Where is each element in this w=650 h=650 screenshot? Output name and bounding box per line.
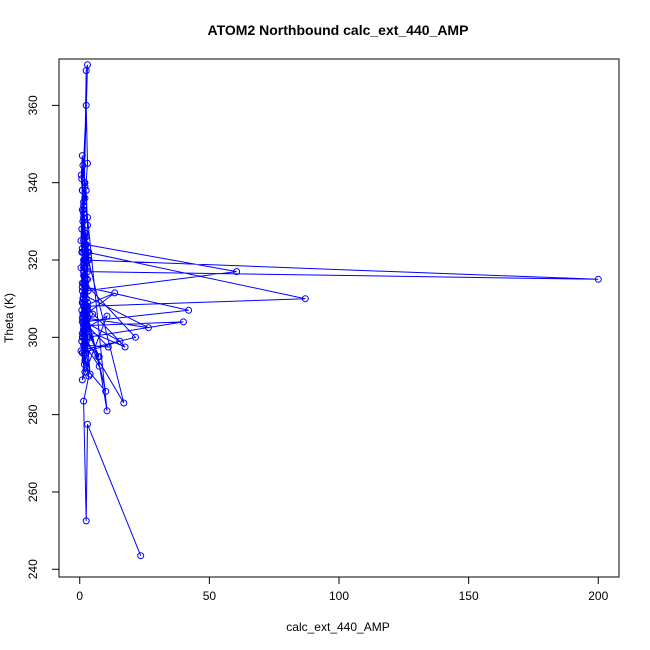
- data-point: [95, 353, 103, 361]
- data-point: [103, 407, 111, 415]
- data-point: [82, 186, 90, 194]
- data-point: [81, 279, 89, 287]
- data-point: [82, 67, 90, 75]
- x-tick-label: 50: [203, 589, 217, 603]
- data-point: [80, 260, 88, 268]
- data-point: [80, 295, 88, 303]
- data-point: [104, 343, 112, 351]
- y-tick-label: 280: [26, 404, 40, 424]
- data-point: [81, 287, 89, 295]
- data-point: [84, 322, 91, 330]
- data-point: [78, 349, 86, 357]
- data-point: [82, 517, 90, 525]
- data-point: [137, 552, 145, 560]
- data-point: [233, 268, 241, 276]
- data-point: [77, 347, 85, 355]
- data-point: [95, 362, 103, 370]
- data-point: [80, 326, 88, 334]
- y-tick-label: 320: [26, 250, 40, 270]
- data-point: [77, 237, 85, 245]
- data-point: [179, 318, 187, 326]
- data-point: [82, 306, 90, 314]
- data-point: [81, 357, 89, 364]
- data-point: [84, 248, 91, 256]
- data-point: [79, 161, 87, 169]
- data-point: [80, 256, 88, 264]
- data-point: [80, 291, 88, 299]
- data-point: [80, 179, 88, 187]
- data-point: [80, 210, 88, 218]
- data-point: [89, 310, 97, 318]
- data-point: [81, 229, 89, 237]
- data-point: [132, 333, 139, 341]
- data-point: [84, 299, 91, 306]
- chart-title: ATOM2 Northbound calc_ext_440_AMP: [208, 22, 469, 38]
- data-point: [81, 194, 89, 202]
- data-point: [102, 387, 110, 395]
- data-point: [144, 324, 152, 332]
- data-point: [78, 186, 86, 194]
- data-point: [80, 318, 88, 326]
- x-axis-label: calc_ext_440_AMP: [286, 620, 389, 634]
- data-point: [301, 295, 309, 303]
- data-point: [85, 372, 93, 380]
- y-axis-label: Theta (K): [2, 293, 16, 343]
- data-point: [79, 217, 87, 225]
- data-point: [111, 289, 119, 297]
- data-point: [78, 376, 86, 384]
- y-tick-label: 260: [26, 482, 40, 502]
- series-group: [77, 61, 602, 560]
- x-tick-label: 100: [329, 589, 349, 603]
- data-point: [77, 171, 85, 179]
- data-point: [78, 337, 86, 345]
- data-point: [78, 279, 86, 287]
- y-tick-label: 240: [26, 559, 40, 579]
- data-point: [84, 214, 91, 221]
- data-point: [81, 368, 89, 376]
- data-point: [84, 159, 91, 167]
- data-point: [78, 152, 86, 160]
- data-point: [103, 312, 111, 320]
- data-point: [80, 360, 88, 368]
- data-point: [82, 101, 90, 109]
- x-tick-label: 200: [588, 589, 608, 603]
- data-point: [81, 322, 89, 330]
- data-point: [81, 272, 89, 279]
- data-point: [81, 248, 89, 256]
- x-axis: 0 50 100 150 200: [76, 576, 609, 603]
- data-point: [81, 264, 89, 272]
- data-point: [80, 397, 88, 405]
- data-point: [82, 233, 90, 241]
- data-point: [84, 256, 91, 264]
- data-point: [82, 241, 90, 249]
- y-tick-label: 300: [26, 327, 40, 347]
- data-point: [594, 275, 602, 283]
- data-point: [80, 330, 88, 337]
- data-point: [78, 225, 86, 233]
- data-point: [80, 198, 88, 206]
- data-point: [121, 343, 129, 351]
- data-point: [81, 310, 89, 318]
- data-point: [78, 206, 86, 214]
- data-point: [82, 364, 90, 372]
- data-point: [84, 420, 91, 428]
- data-point: [120, 399, 128, 407]
- data-point: [84, 221, 91, 229]
- y-tick-label: 340: [26, 172, 40, 192]
- data-point: [82, 283, 90, 291]
- data-point: [80, 214, 88, 221]
- y-axis: 240 260 280 300 320 340 360: [26, 95, 60, 579]
- x-tick-label: 0: [76, 589, 83, 603]
- y-tick-label: 360: [26, 95, 40, 115]
- data-point: [86, 333, 94, 341]
- data-point: [80, 268, 88, 276]
- x-tick-label: 150: [459, 589, 479, 603]
- data-point: [116, 337, 124, 345]
- data-point: [80, 202, 88, 210]
- data-point: [185, 306, 193, 314]
- data-point: [78, 333, 86, 341]
